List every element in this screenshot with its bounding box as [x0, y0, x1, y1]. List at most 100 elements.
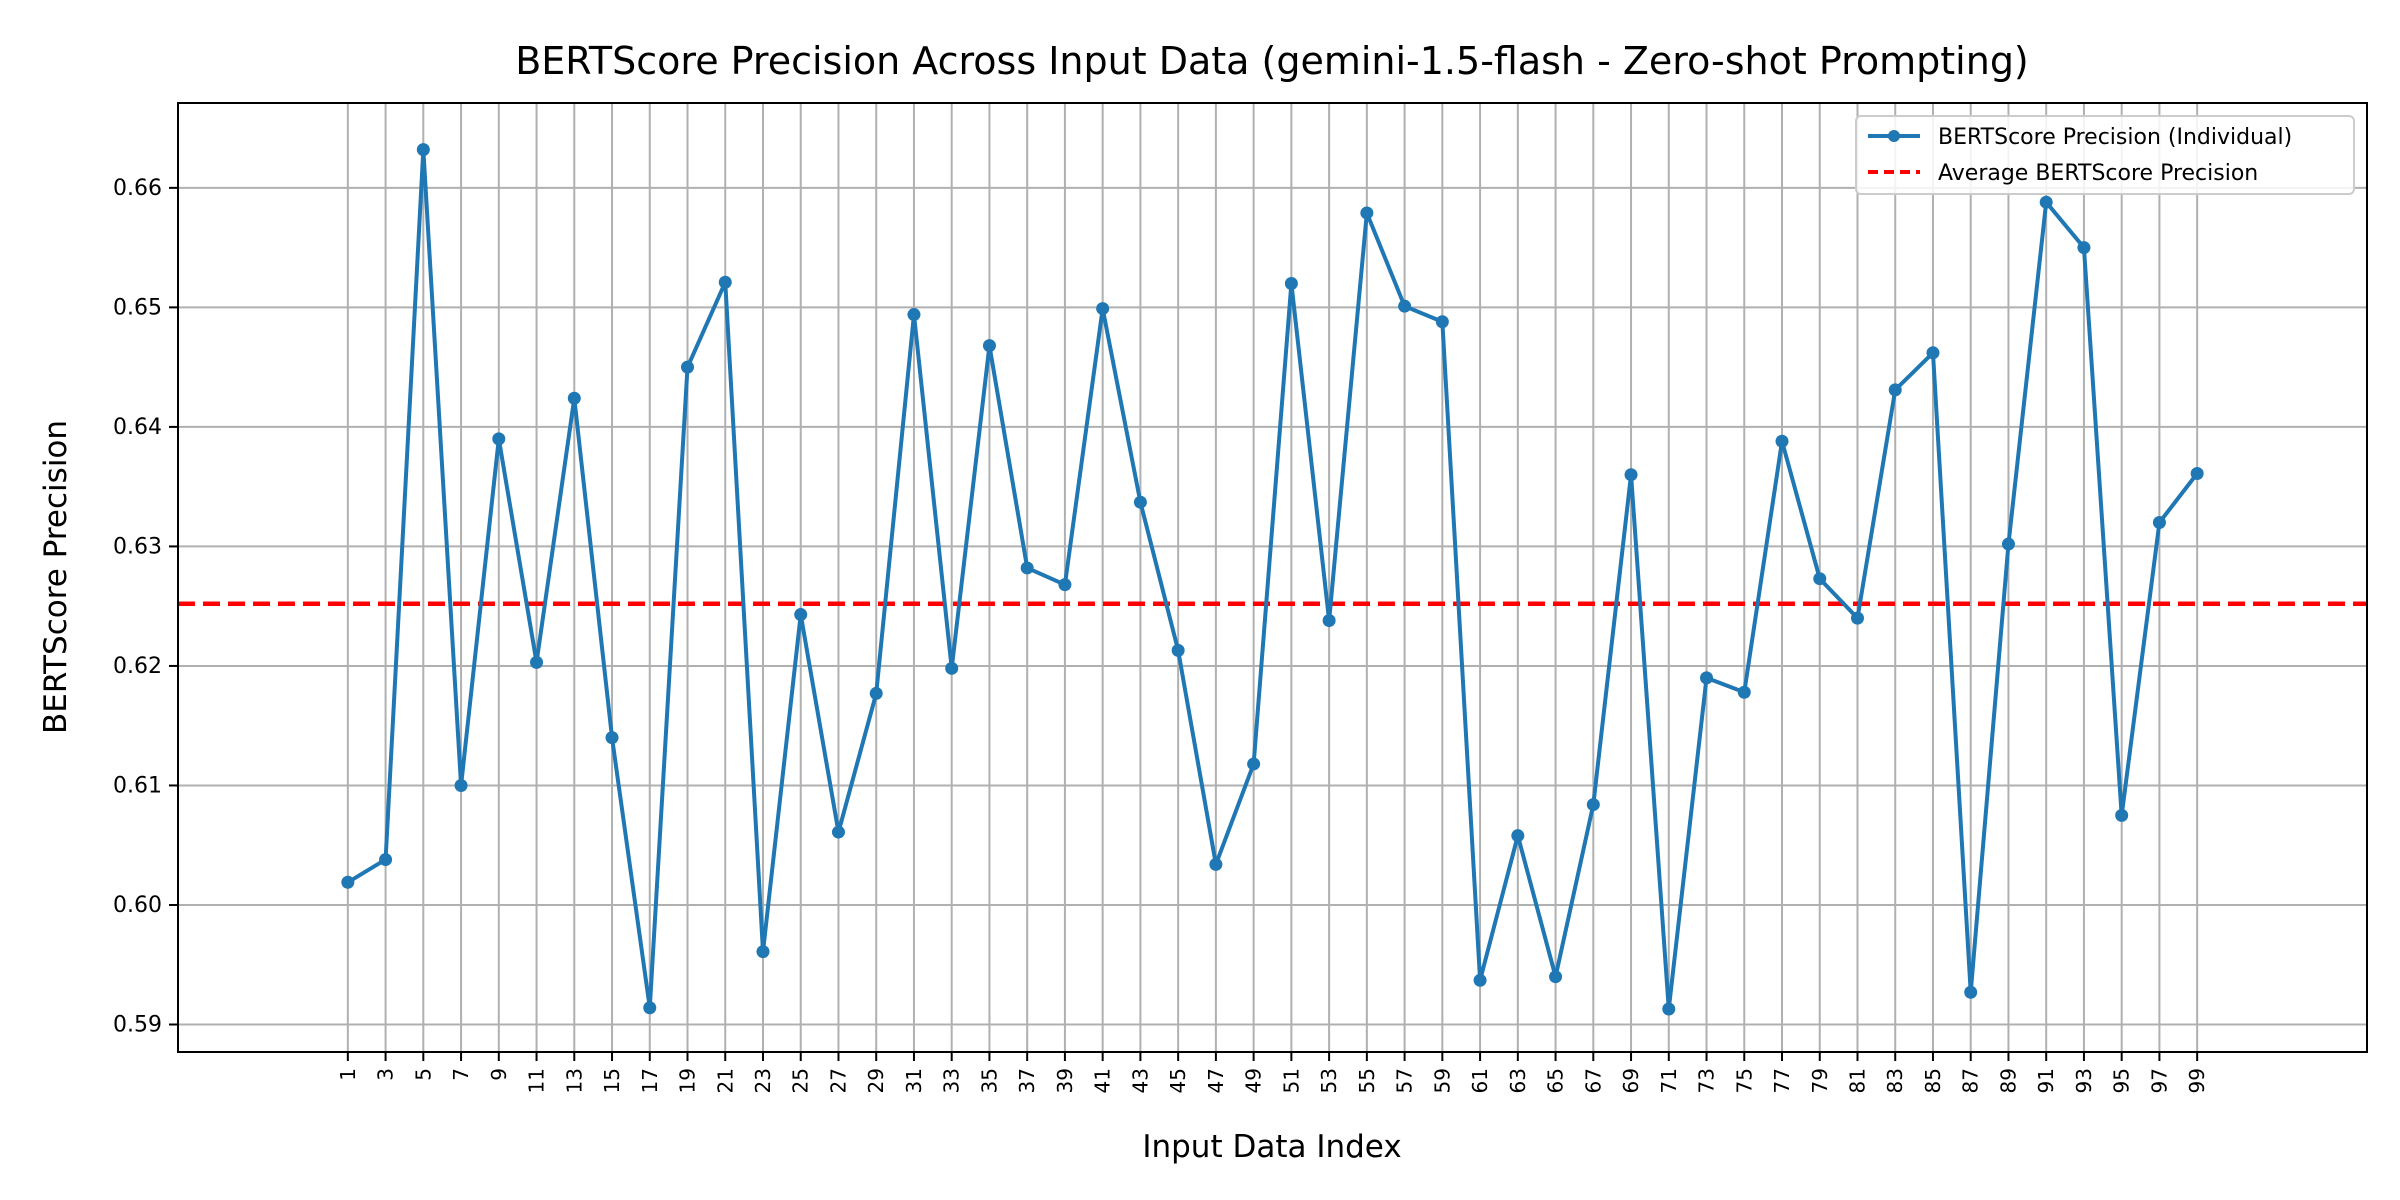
y-axis-label: BERTScore Precision — [38, 420, 74, 734]
data-point — [907, 308, 921, 322]
x-tick-label: 5 — [411, 1068, 435, 1081]
x-tick-label: 51 — [1279, 1068, 1303, 1093]
legend-box — [1855, 115, 2355, 195]
x-tick-label: 33 — [940, 1068, 964, 1093]
legend-label-average: Average BERTScore Precision — [1938, 161, 2258, 186]
x-tick-label: 97 — [2147, 1068, 2171, 1093]
data-point — [1700, 671, 1714, 685]
x-tick-label: 25 — [789, 1068, 813, 1093]
data-point — [831, 825, 845, 839]
data-point — [681, 360, 695, 374]
y-tick-label: 0.63 — [113, 534, 162, 559]
data-point — [2190, 467, 2204, 481]
data-point — [1624, 468, 1638, 482]
y-tick-label: 0.61 — [113, 773, 162, 798]
data-point — [530, 655, 544, 669]
y-tick-label: 0.59 — [113, 1013, 162, 1038]
x-tick-label: 95 — [2110, 1068, 2134, 1093]
y-tick-label: 0.64 — [113, 415, 162, 440]
data-point — [1473, 973, 1487, 987]
x-tick-label: 93 — [2072, 1068, 2096, 1093]
data-point — [945, 661, 959, 675]
data-point — [718, 275, 732, 289]
data-point — [454, 778, 468, 792]
x-tick-label: 65 — [1544, 1068, 1568, 1093]
data-point — [1058, 578, 1072, 592]
x-tick-label: 59 — [1430, 1068, 1454, 1093]
data-point — [1398, 299, 1412, 313]
plot-frame — [177, 102, 2368, 1053]
data-point — [492, 432, 506, 446]
x-tick-label: 53 — [1317, 1068, 1341, 1093]
x-tick-label: 19 — [676, 1068, 700, 1093]
x-tick-label: 3 — [374, 1068, 398, 1081]
x-tick-label: 39 — [1053, 1068, 1077, 1093]
x-tick-label: 37 — [1015, 1068, 1039, 1093]
x-tick-label: 17 — [638, 1068, 662, 1093]
data-point — [1511, 829, 1525, 843]
x-tick-label: 47 — [1204, 1068, 1228, 1093]
x-tick-label: 69 — [1619, 1068, 1643, 1093]
data-point — [1096, 302, 1110, 316]
data-point — [1247, 757, 1261, 771]
data-point — [1284, 276, 1298, 290]
x-tick-label: 49 — [1242, 1068, 1266, 1093]
x-tick-label: 21 — [713, 1068, 737, 1093]
data-point — [1964, 985, 1978, 999]
legend-label-individual: BERTScore Precision (Individual) — [1938, 125, 2292, 150]
data-point — [1360, 206, 1374, 220]
x-tick-label: 85 — [1921, 1068, 1945, 1093]
x-axis-label: Input Data Index — [1142, 1129, 1401, 1165]
y-tick-label: 0.62 — [113, 654, 162, 679]
data-point — [1133, 495, 1147, 509]
legend-marker-individual — [1888, 130, 1900, 142]
x-tick-label: 1 — [336, 1068, 360, 1081]
data-point — [1850, 611, 1864, 625]
x-tick-label: 9 — [487, 1068, 511, 1081]
y-tick-label: 0.65 — [113, 295, 162, 320]
data-point — [2001, 537, 2015, 551]
data-point — [756, 945, 770, 959]
x-tick-label: 67 — [1581, 1068, 1605, 1093]
x-tick-label: 71 — [1657, 1068, 1681, 1093]
data-point — [1435, 315, 1449, 329]
x-tick-label: 89 — [1996, 1068, 2020, 1093]
data-point — [341, 875, 355, 889]
x-tick-label: 61 — [1468, 1068, 1492, 1093]
data-point — [1662, 1002, 1676, 1016]
data-point — [2152, 516, 2166, 530]
x-tick-label: 43 — [1128, 1068, 1152, 1093]
data-point — [379, 853, 393, 867]
data-point — [869, 686, 883, 700]
x-tick-label: 79 — [1808, 1068, 1832, 1093]
x-tick-label: 41 — [1091, 1068, 1115, 1093]
data-point — [1775, 434, 1789, 448]
x-tick-label: 91 — [2034, 1068, 2058, 1093]
x-tick-label: 11 — [525, 1068, 549, 1093]
x-tick-label: 45 — [1166, 1068, 1190, 1093]
data-point — [2115, 808, 2129, 822]
data-point — [1737, 685, 1751, 699]
data-point — [982, 339, 996, 353]
x-axis-ticks: 1 3 5 7 9 11 13 15 17 19 21 23 25 27 29 31 33 35 37 39 41 43 4… — [336, 1052, 2209, 1093]
x-tick-label: 81 — [1845, 1068, 1869, 1093]
x-tick-label: 29 — [864, 1068, 888, 1093]
x-tick-label: 99 — [2185, 1068, 2209, 1093]
data-point — [1813, 572, 1827, 586]
data-point — [643, 1001, 657, 1015]
y-axis-ticks: 0.59 0.60 0.61 0.62 0.63 0.64 0.65 0.66 — [113, 176, 178, 1038]
series-layer — [341, 143, 2204, 1016]
x-tick-label: 77 — [1770, 1068, 1794, 1093]
y-tick-label: 0.66 — [113, 176, 162, 201]
legend: BERTScore Precision (Individual) Average… — [1855, 115, 2355, 195]
data-point — [1209, 857, 1223, 871]
data-point — [1322, 614, 1336, 628]
x-tick-label: 87 — [1959, 1068, 1983, 1093]
data-point — [2077, 241, 2091, 255]
x-tick-label: 27 — [826, 1068, 850, 1093]
data-point — [605, 731, 619, 745]
x-tick-label: 83 — [1883, 1068, 1907, 1093]
x-tick-label: 55 — [1355, 1068, 1379, 1093]
x-tick-label: 35 — [977, 1068, 1001, 1093]
x-tick-label: 13 — [562, 1068, 586, 1093]
